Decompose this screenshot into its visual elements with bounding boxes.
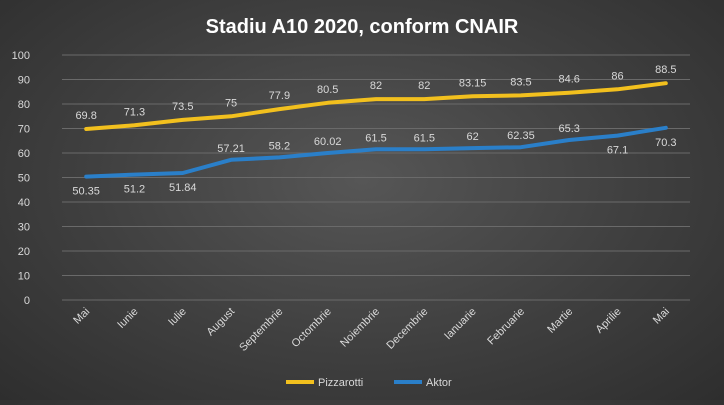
data-label: 88.5 xyxy=(655,64,676,76)
y-axis-ticks: 0 10 20 30 40 50 60 70 80 90 100 xyxy=(12,50,30,307)
data-label: 62 xyxy=(466,131,478,143)
data-label: 51.2 xyxy=(124,184,145,196)
data-label: 70.3 xyxy=(655,137,676,149)
data-label: 73.5 xyxy=(172,101,193,113)
data-label: 60.02 xyxy=(314,136,342,148)
x-tick-label: Mai xyxy=(71,306,92,327)
series-line-pizzarotti xyxy=(84,81,668,131)
data-label: 71.3 xyxy=(124,106,145,118)
data-label: 62.35 xyxy=(507,130,535,142)
data-label: 82 xyxy=(370,80,382,92)
y-tick-label: 90 xyxy=(18,75,30,87)
data-label: 80.5 xyxy=(317,84,338,96)
data-label: 61.5 xyxy=(414,132,435,144)
data-label: 86 xyxy=(611,70,623,82)
y-tick-label: 10 xyxy=(18,271,30,283)
y-tick-label: 30 xyxy=(18,222,30,234)
data-label: 83.5 xyxy=(510,76,531,88)
y-tick-label: 0 xyxy=(24,295,30,307)
data-label: 67.1 xyxy=(607,145,628,157)
data-label: 69.8 xyxy=(75,110,96,122)
series-lines xyxy=(84,81,668,179)
y-tick-label: 80 xyxy=(18,99,30,111)
data-label: 84.6 xyxy=(559,74,580,86)
x-tick-label: Septembrie xyxy=(237,306,285,354)
data-label: 83.15 xyxy=(459,77,487,89)
gridlines xyxy=(62,54,690,301)
chart-title: Stadiu A10 2020, conform CNAIR xyxy=(206,16,519,38)
x-tick-label: Noiembrie xyxy=(338,306,382,350)
data-label: 51.84 xyxy=(169,182,197,194)
x-tick-label: Decembrie xyxy=(384,306,430,352)
y-tick-label: 100 xyxy=(12,50,30,62)
data-labels: 69.8 71.3 73.5 75 77.9 80.5 82 82 83.15 83.5 84.6 8… xyxy=(72,64,676,197)
data-label: 57.21 xyxy=(217,143,245,155)
x-tick-label: Iunie xyxy=(115,306,140,331)
legend: Pizzarotti Aktor xyxy=(286,377,452,389)
y-tick-label: 50 xyxy=(18,173,30,185)
data-label: 61.5 xyxy=(365,132,386,144)
data-label: 77.9 xyxy=(269,90,290,102)
x-axis-ticks: Mai Iunie Iulie August Septembrie Octombrie No… xyxy=(71,306,672,354)
y-tick-label: 20 xyxy=(18,246,30,258)
x-tick-label: Februarie xyxy=(485,306,527,348)
y-tick-label: 70 xyxy=(18,124,30,136)
data-label: 82 xyxy=(418,80,430,92)
data-label: 65.3 xyxy=(559,123,580,135)
x-tick-label: Ianuarie xyxy=(442,306,479,343)
x-tick-label: Mai xyxy=(651,306,672,327)
y-tick-label: 40 xyxy=(18,197,30,209)
x-tick-label: August xyxy=(204,306,237,339)
x-tick-label: Iulie xyxy=(166,306,189,329)
legend-label: Pizzarotti xyxy=(318,377,363,389)
series-line-aktor xyxy=(84,125,668,179)
data-label: 50.35 xyxy=(72,186,100,198)
x-tick-label: Octombrie xyxy=(289,306,333,350)
data-label: 75 xyxy=(225,97,237,109)
x-tick-label: Martie xyxy=(545,306,575,336)
y-tick-label: 60 xyxy=(18,148,30,160)
legend-label: Aktor xyxy=(426,377,452,389)
data-label: 58.2 xyxy=(269,140,290,152)
x-tick-label: Aprilie xyxy=(594,306,624,336)
